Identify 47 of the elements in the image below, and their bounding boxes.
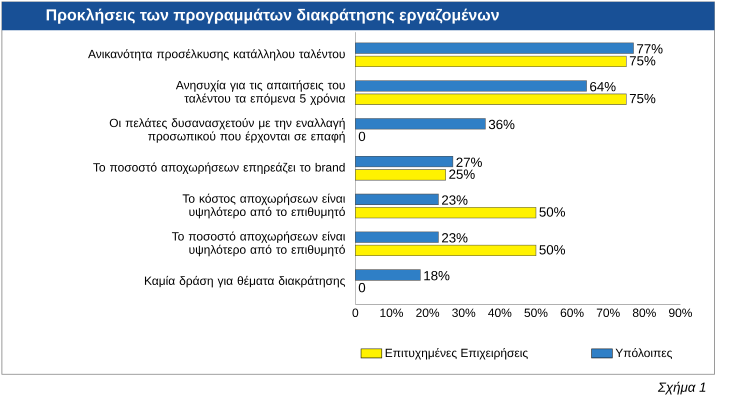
- x-tick-label: 20%: [416, 308, 440, 317]
- x-tick-label: 60%: [560, 308, 584, 317]
- bar: [355, 269, 421, 280]
- y-tick-label: Ανησυχία για τις απαιτήσεις του ταλέντου τα επόμενα 5 χρόνια: [176, 80, 346, 105]
- bar: [355, 169, 446, 180]
- x-tick-label: 90%: [669, 308, 692, 317]
- y-tick-label: Το κόστος αποχωρήσεων είναι υψηλότερο από το επιθυμητό: [182, 194, 346, 218]
- bar: [355, 156, 454, 168]
- bar: [355, 206, 536, 218]
- legend-label: Επιτυχημένες Επιχειρήσεις: [386, 348, 528, 360]
- y-tick-label: Το ποσοστό αποχωρήσεων είναι υψηλότερο από το επιθυμητό: [172, 231, 346, 256]
- data-label: 75%: [630, 56, 656, 66]
- legend-label: Υπόλοιπες: [616, 348, 672, 359]
- bar: [355, 194, 439, 205]
- chart-title: Προκλήσεις των προγραμμάτων διακράτησης εργαζομένων: [46, 8, 499, 24]
- x-tick-label: 50%: [524, 308, 548, 317]
- data-label: 25%: [449, 169, 475, 179]
- x-tick-label: 30%: [452, 308, 476, 317]
- x-tick-label: 10%: [380, 308, 404, 317]
- text: Σχήμα 1: [658, 382, 706, 394]
- x-tick-label: 0: [352, 308, 358, 317]
- data-label: 27%: [456, 157, 482, 167]
- x-tick-label: 40%: [488, 308, 512, 317]
- bar: [355, 42, 634, 54]
- data-label: 75%: [630, 94, 656, 104]
- x-tick-label: 80%: [632, 308, 656, 317]
- data-label: 23%: [442, 233, 468, 242]
- data-label: 23%: [442, 195, 468, 205]
- y-tick-label: Καμία δράση για θέματα διακράτησης: [144, 276, 346, 288]
- bar: [355, 94, 627, 105]
- data-label: 18%: [424, 270, 450, 280]
- data-label: 0: [358, 132, 366, 141]
- bar: [355, 118, 486, 130]
- bar: [355, 80, 587, 92]
- x-tick-label: 70%: [596, 308, 620, 317]
- bar: [355, 231, 439, 243]
- y-tick-label: Το ποσοστό αποχωρήσεων επηρεάζει το brand: [93, 162, 345, 174]
- data-label: 50%: [539, 207, 566, 217]
- data-label: 0: [358, 282, 366, 292]
- y-tick-label: Οι πελάτες δυσανασχετούν με την εναλλαγή προσωπικού που έρχονται σε επαφή: [110, 118, 345, 143]
- data-label: 77%: [637, 44, 663, 54]
- y-tick-label: Ανικανότητα προσέλκυσης κατάλληλου ταλέντου: [88, 48, 345, 60]
- bar: [355, 56, 627, 67]
- bar: [355, 244, 536, 256]
- data-label: 64%: [590, 82, 616, 92]
- data-label: 50%: [539, 244, 566, 254]
- data-label: 36%: [488, 120, 514, 130]
